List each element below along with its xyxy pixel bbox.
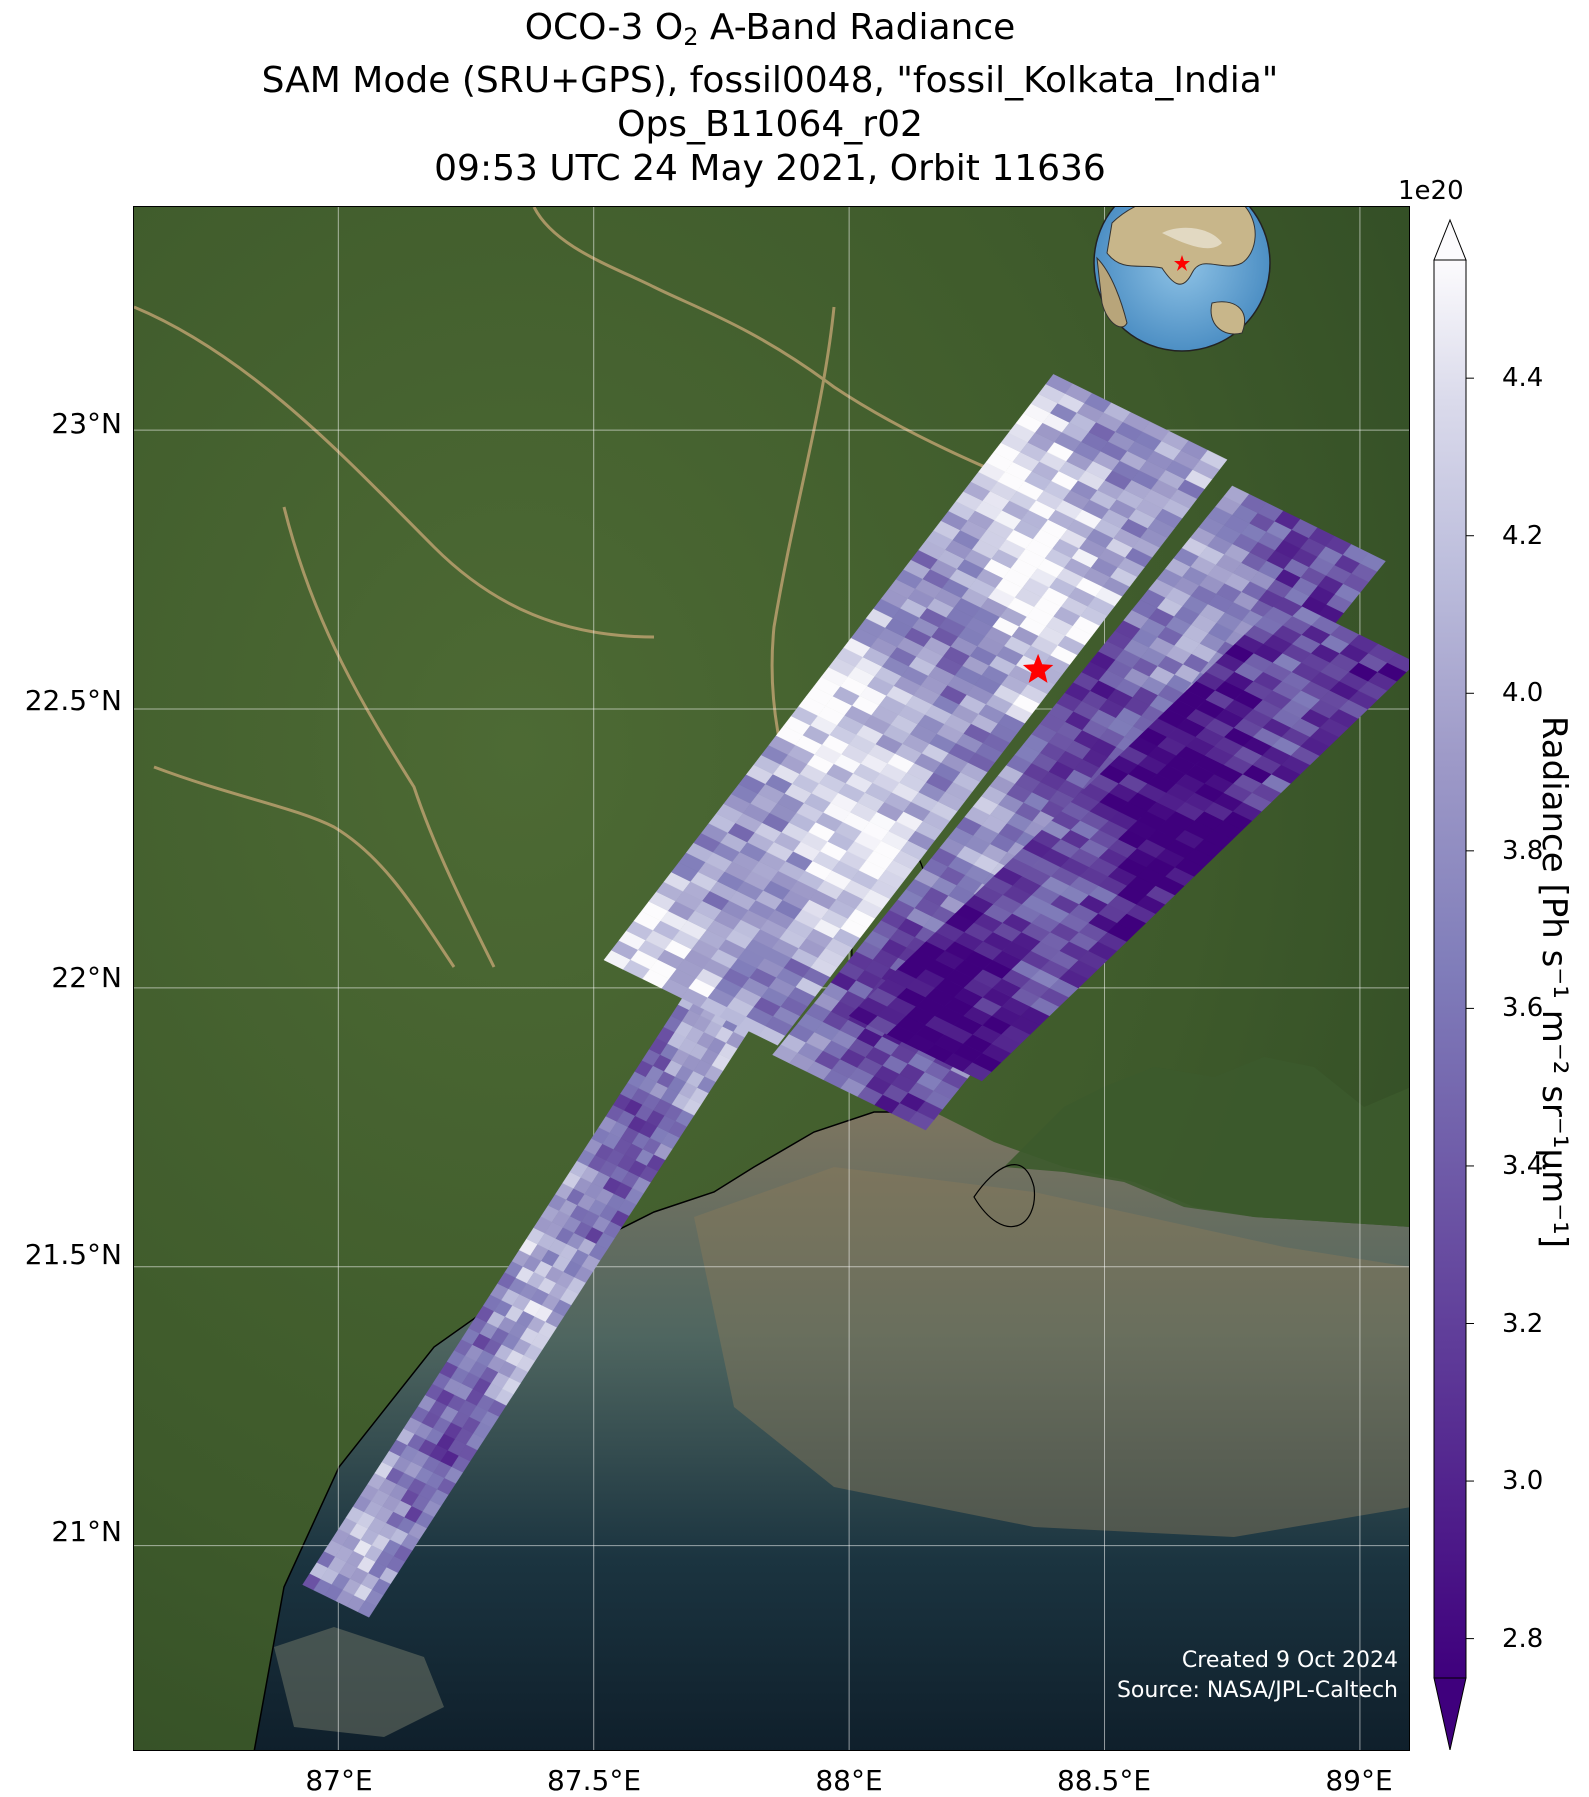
colorbar-tick-label: 3.0 bbox=[1502, 1466, 1544, 1497]
rivers bbox=[134, 207, 1135, 968]
colorbar-tick-label: 3.4 bbox=[1502, 1150, 1544, 1181]
colorbar-label: Radiance [Ph s⁻¹ m⁻² sr⁻¹μm⁻¹] bbox=[1534, 715, 1574, 1249]
lon-tick-88: 88°E bbox=[815, 1764, 883, 1797]
lat-tick-21-5: 21.5°N bbox=[24, 1238, 122, 1271]
map-canvas[interactable] bbox=[134, 207, 1410, 1751]
title-line-4: 09:53 UTC 24 May 2021, Orbit 11636 bbox=[434, 148, 1106, 189]
globe-africa-land bbox=[1096, 256, 1128, 328]
colorbar-extend-min bbox=[1433, 1677, 1467, 1750]
colorbar-tick-label: 3.8 bbox=[1502, 835, 1544, 866]
lon-tick-87-5: 87.5°E bbox=[546, 1764, 642, 1797]
colorbar-tick-label: 4.0 bbox=[1502, 678, 1544, 709]
gridlines bbox=[134, 207, 1409, 1750]
sundarbans-delta bbox=[1004, 1057, 1409, 1227]
colorbar-exponent: 1e20 bbox=[1398, 176, 1464, 206]
colorbar-tick-marks bbox=[1466, 377, 1474, 1640]
colorbar-tick-label: 3.6 bbox=[1502, 993, 1544, 1024]
sagar-island-outline bbox=[973, 1164, 1036, 1228]
colorbar-tick-label: 3.2 bbox=[1502, 1308, 1544, 1339]
created-date-credit: Created 9 Oct 2024 bbox=[1181, 1648, 1398, 1673]
source-credit: Source: NASA/JPL-Caltech bbox=[1116, 1678, 1398, 1703]
globe-asia-land bbox=[1106, 207, 1256, 285]
colorbar-outline bbox=[1433, 259, 1467, 1679]
radiance-footprint bbox=[1199, 449, 1228, 470]
globe-sea-islands bbox=[1210, 301, 1246, 335]
sediment-plume bbox=[694, 1167, 1409, 1537]
map-title: OCO-3 O2 A-Band Radiance SAM Mode (SRU+G… bbox=[0, 6, 1540, 191]
lon-tick-87: 87°E bbox=[305, 1764, 373, 1797]
title-line-1: OCO-3 O2 A-Band Radiance bbox=[524, 7, 1016, 51]
lat-tick-22-5: 22.5°N bbox=[24, 684, 122, 717]
lon-tick-88-5: 88.5°E bbox=[1056, 1764, 1152, 1797]
colorbar bbox=[1433, 218, 1474, 1750]
radiance-footprint bbox=[1387, 653, 1409, 673]
target-star-icon bbox=[1022, 653, 1054, 683]
lon-tick-89: 89°E bbox=[1325, 1764, 1393, 1797]
radiance-footprint bbox=[1359, 552, 1386, 572]
globe-star-icon bbox=[1174, 255, 1190, 271]
colorbar-extend-max bbox=[1433, 218, 1467, 261]
map-panel[interactable] bbox=[133, 206, 1410, 1751]
globe-tibet bbox=[1162, 227, 1222, 249]
inset-globe bbox=[1093, 207, 1271, 352]
colorbar-tick-label: 4.4 bbox=[1502, 363, 1544, 394]
colorbar-gradient bbox=[1434, 260, 1466, 1678]
lat-tick-21: 21°N bbox=[51, 1515, 122, 1548]
coastline bbox=[253, 1111, 934, 1750]
subarnarekha-plume bbox=[274, 1627, 444, 1737]
lat-tick-23: 23°N bbox=[51, 407, 122, 440]
radiance-swath bbox=[302, 374, 1409, 1618]
title-line-2: SAM Mode (SRU+GPS), fossil0048, "fossil_… bbox=[261, 60, 1279, 101]
colorbar-tick-label: 2.8 bbox=[1502, 1623, 1544, 1654]
title-line-3: Ops_B11064_r02 bbox=[617, 104, 923, 145]
lat-tick-22: 22°N bbox=[51, 961, 122, 994]
colorbar-tick-label: 4.2 bbox=[1502, 520, 1544, 551]
